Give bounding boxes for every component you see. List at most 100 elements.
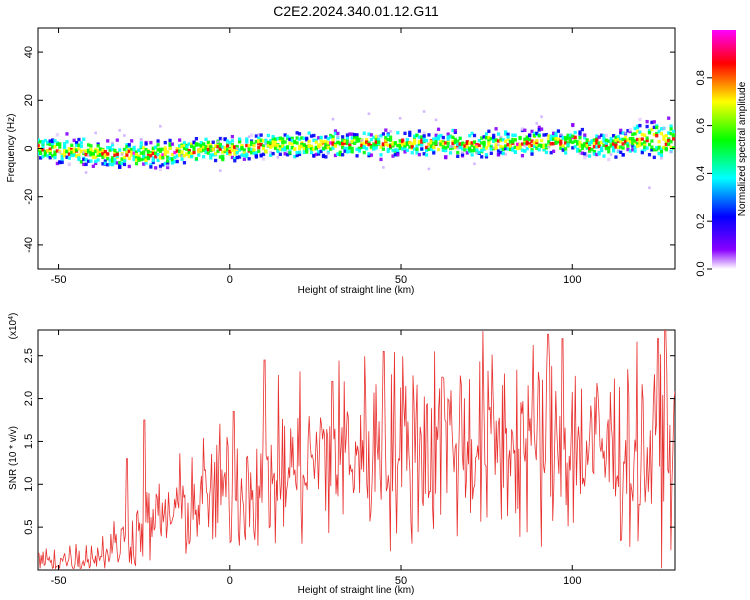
heatmap-cell: [671, 137, 675, 141]
heatmap-cell: [331, 137, 335, 142]
heatmap-cell: [384, 135, 388, 140]
heatmap-cell: [271, 151, 275, 156]
heatmap-cell: [362, 141, 366, 145]
heatmap-cell: [669, 131, 673, 136]
heatmap-cell: [480, 141, 484, 145]
heatmap-cell: [245, 139, 249, 143]
heatmap-cell: [67, 162, 71, 167]
heatmap-cell: [166, 150, 170, 154]
heatmap-cell: [434, 142, 438, 146]
heatmap-cell: [317, 143, 321, 147]
heatmap-cell: [345, 135, 350, 140]
heatmap-cell: [664, 139, 668, 143]
heatmap-cell: [122, 147, 127, 152]
heatmap-cell: [626, 142, 630, 146]
heatmap-cell: [139, 138, 143, 141]
heatmap-cell: [355, 139, 359, 143]
heatmap-cell: [305, 145, 309, 149]
heatmap-cell: [472, 145, 477, 150]
heatmap-cell: [669, 124, 673, 128]
heatmap-cell: [441, 135, 445, 140]
heatmap-cell: [616, 145, 620, 149]
heatmap-x-tick-label: -50: [51, 274, 67, 286]
heatmap-cell: [554, 131, 558, 136]
heatmap-cell: [446, 135, 450, 139]
heatmap-cell: [127, 143, 131, 147]
heatmap-cell: [453, 140, 457, 144]
heatmap-cell: [74, 148, 79, 152]
heatmap-cell: [343, 149, 347, 153]
heatmap-cell: [192, 147, 196, 151]
heatmap-cell: [650, 120, 654, 125]
heatmap-cell: [482, 135, 486, 139]
heatmap-cell: [489, 136, 493, 141]
heatmap-cell: [465, 145, 469, 149]
heatmap-cell: [408, 133, 412, 137]
heatmap-cell: [123, 134, 126, 137]
heatmap-cell: [273, 137, 278, 141]
heatmap-cell: [218, 147, 222, 151]
chart-title: C2E2.2024.340.01.12.G11: [273, 3, 439, 19]
heatmap-cell: [60, 157, 64, 162]
colorbar-ticks: 0.0 0.2 0.4 0.6 0.8: [695, 70, 712, 277]
heatmap-cell: [403, 143, 407, 148]
heatmap-cell: [578, 144, 582, 148]
heatmap-cell: [41, 144, 45, 149]
heatmap-cell: [523, 141, 527, 145]
heatmap-cell: [221, 145, 225, 149]
heatmap-cell: [566, 133, 570, 138]
heatmap-cell: [276, 149, 280, 153]
heatmap-cell: [657, 151, 661, 156]
heatmap-cell: [132, 154, 136, 159]
heatmap-cell: [91, 155, 95, 159]
heatmap-cell: [604, 146, 608, 151]
heatmap-cell: [559, 133, 563, 136]
heatmap-cell: [273, 146, 278, 151]
heatmap-cell: [353, 141, 357, 145]
heatmap-cell: [94, 131, 97, 135]
heatmap-cell: [472, 148, 477, 153]
heatmap-cell: [552, 137, 556, 141]
heatmap-cell: [528, 137, 532, 142]
heatmap-cell: [410, 145, 414, 149]
heatmap-cell: [225, 147, 230, 152]
heatmap-cell: [568, 139, 573, 144]
heatmap-cell: [367, 153, 371, 158]
heatmap-cell: [520, 154, 525, 158]
heatmap-cell: [628, 140, 632, 144]
heatmap-cell: [199, 144, 203, 148]
heatmap-cell: [523, 149, 527, 153]
heatmap-cell: [659, 149, 664, 154]
heatmap-cell: [118, 148, 122, 152]
heatmap-cell: [611, 142, 616, 146]
heatmap-cell: [288, 149, 292, 153]
heatmap-cell: [89, 159, 93, 163]
heatmap-cell: [396, 148, 400, 152]
heatmap-cell: [453, 145, 457, 150]
heatmap-cell: [48, 151, 52, 156]
heatmap-cell: [638, 143, 642, 148]
heatmap-cell: [223, 145, 227, 150]
heatmap-cell: [252, 151, 256, 155]
heatmap-cell: [113, 148, 117, 153]
heatmap-cell: [573, 135, 577, 140]
heatmap-cell: [341, 145, 345, 150]
snr-x-axis-label: Height of straight line (km): [298, 585, 415, 596]
heatmap-panel: -50 0 50 100 -40 -20 0 20 40 Height of straight…: [6, 27, 676, 296]
heatmap-cell: [166, 161, 170, 166]
heatmap-cell: [412, 147, 417, 151]
heatmap-cell: [424, 145, 429, 150]
heatmap-cell: [537, 147, 541, 152]
heatmap-cell: [511, 137, 515, 142]
heatmap-cell: [163, 140, 167, 145]
snr-x-tick-label: 0: [227, 575, 233, 587]
snr-x-ticks: -50 0 50 100: [51, 330, 581, 587]
heatmap-cell: [278, 136, 282, 140]
heatmap-cell: [362, 150, 366, 155]
heatmap-cell: [247, 143, 251, 148]
heatmap-cell: [170, 161, 175, 165]
heatmap-cell: [530, 129, 534, 134]
heatmap-cell: [532, 133, 537, 138]
heatmap-cell: [91, 164, 95, 168]
heatmap-cell: [420, 143, 424, 147]
